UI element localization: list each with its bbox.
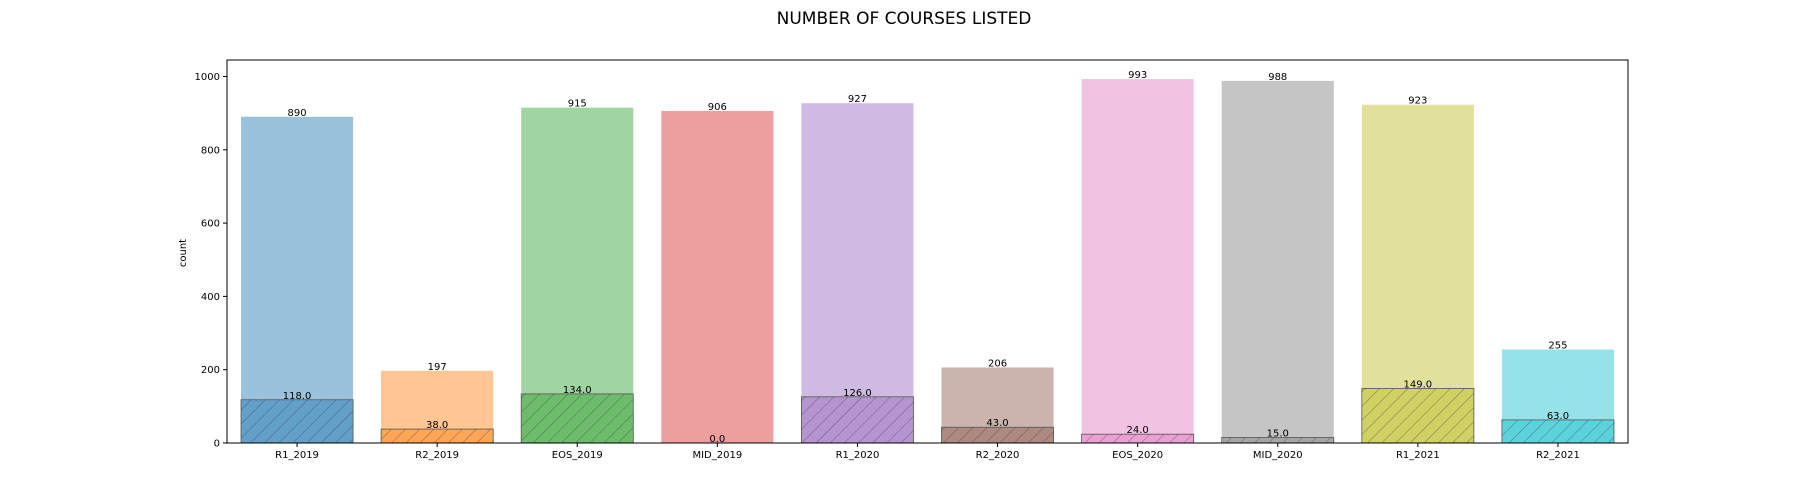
bar-total-eos_2019: [521, 107, 634, 443]
data-label-subset-mid_2020: 15.0: [1267, 429, 1289, 440]
bar-subset-hatch: [381, 429, 494, 443]
bar-subset-hatch: [1221, 437, 1334, 443]
chart-title: NUMBER OF COURSES LISTED: [777, 9, 1032, 29]
data-label-total-r1_2019: 890: [288, 108, 307, 119]
data-label-total-mid_2019: 906: [708, 102, 727, 113]
bar-total-mid_2019: [661, 110, 774, 444]
data-label-subset-r1_2020: 126.0: [843, 388, 872, 399]
data-label-total-r2_2019: 197: [428, 362, 447, 373]
x-tick-label-eos_2019: EOS_2019: [552, 450, 603, 461]
data-label-subset-eos_2019: 134.0: [563, 385, 592, 396]
data-label-total-eos_2019: 915: [568, 99, 587, 110]
y-tick-label: 800: [201, 145, 220, 156]
data-label-total-eos_2020: 993: [1128, 70, 1147, 81]
data-label-subset-r2_2021: 63.0: [1547, 411, 1569, 422]
data-label-total-r2_2021: 255: [1548, 341, 1567, 352]
data-label-total-r1_2021: 923: [1408, 96, 1427, 107]
data-labels-layer: 890 197 915 906 927 206 993 988 923 255 118.0 38.0 1…: [283, 70, 1569, 445]
bar-total-r1_2021: [1361, 104, 1474, 444]
plot-frame: [226, 59, 1629, 444]
data-label-subset-mid_2019: 0.0: [709, 434, 725, 445]
bar-subset-hatch: [1361, 388, 1474, 443]
bar-total-mid_2020: [1221, 80, 1334, 444]
x-tick-label-r1_2021: R1_2021: [1396, 450, 1440, 461]
x-tick-label-r1_2020: R1_2020: [836, 450, 880, 461]
y-tick-label: 200: [201, 365, 220, 376]
y-axis: 0 200 400 600 800 1000: [195, 72, 227, 450]
data-label-total-r2_2020: 206: [988, 358, 1007, 369]
x-tick-label-r2_2019: R2_2019: [415, 450, 459, 461]
data-label-subset-r1_2021: 149.0: [1404, 379, 1433, 390]
y-tick-label: 0: [214, 439, 220, 450]
bar-total-eos_2020: [1081, 79, 1194, 443]
bar-subset-hatch: [941, 427, 1054, 443]
x-tick-label-eos_2020: EOS_2020: [1112, 450, 1163, 461]
bar-subset-hatch: [521, 393, 634, 443]
data-label-subset-r2_2020: 43.0: [986, 418, 1008, 429]
data-label-subset-eos_2020: 24.0: [1127, 425, 1149, 436]
x-tick-label-mid_2019: MID_2019: [692, 450, 742, 461]
bar-subset-hatch: [1501, 419, 1614, 443]
y-tick-label: 600: [201, 219, 220, 230]
data-label-subset-r1_2019: 118.0: [283, 391, 312, 402]
data-label-total-r1_2020: 927: [848, 94, 867, 105]
data-label-total-mid_2020: 988: [1268, 72, 1287, 83]
x-tick-label-r2_2021: R2_2021: [1536, 450, 1580, 461]
y-axis-label: count: [178, 239, 189, 267]
bar-subset-hatch: [241, 399, 354, 443]
bar-subset-hatch: [1081, 434, 1194, 443]
bars-layer: [240, 79, 1615, 444]
x-tick-label-r1_2019: R1_2019: [275, 450, 319, 461]
bar-subset-hatch: [801, 396, 914, 443]
x-tick-label-r2_2020: R2_2020: [976, 450, 1020, 461]
y-tick-label: 1000: [195, 72, 220, 83]
x-tick-label-mid_2020: MID_2020: [1253, 450, 1303, 461]
x-axis: R1_2019 R2_2019 EOS_2019 MID_2019 R1_2020 R2_…: [275, 443, 1580, 461]
y-tick-label: 400: [201, 292, 220, 303]
bar-total-r1_2020: [801, 103, 914, 443]
data-label-subset-r2_2019: 38.0: [426, 420, 448, 431]
bar-total-r1_2019: [241, 116, 354, 444]
